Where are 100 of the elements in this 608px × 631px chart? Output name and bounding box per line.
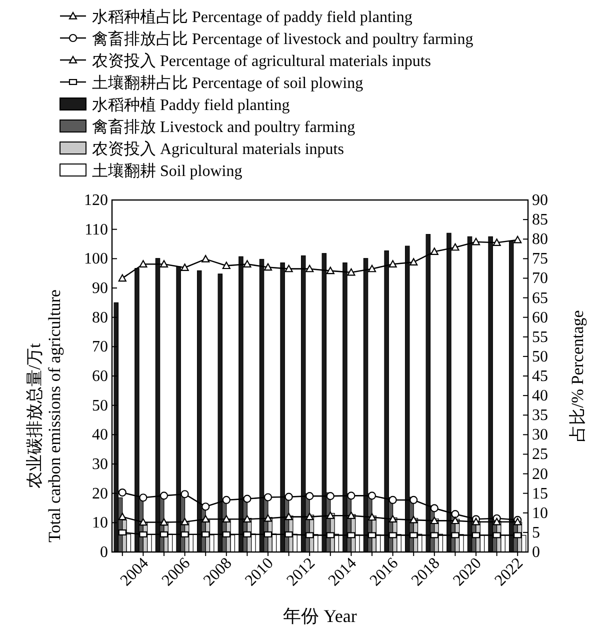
y-tick-label: 90 xyxy=(92,280,108,297)
y2-tick-label: 55 xyxy=(532,328,548,346)
y-tick-label: 60 xyxy=(92,368,108,385)
y-tick-label: 10 xyxy=(92,514,108,532)
point xyxy=(243,494,252,503)
point xyxy=(451,510,460,518)
point xyxy=(306,492,314,500)
point xyxy=(326,532,334,538)
y2-tick-label: 20 xyxy=(532,466,548,483)
y-axis-title: 农业碳排放总量/万t Total carbon emissions of agriculture xyxy=(25,290,64,542)
legend-label: 农资投入 Agricultural materials inputs xyxy=(92,140,344,158)
y2-tick-label: 10 xyxy=(532,504,548,522)
point xyxy=(243,260,252,268)
point xyxy=(430,248,438,255)
point xyxy=(368,513,376,521)
point xyxy=(410,532,418,538)
y2-tick-label: 80 xyxy=(532,231,548,248)
point xyxy=(284,264,293,272)
point xyxy=(180,531,189,538)
y2-tick-label: 45 xyxy=(532,368,548,385)
point xyxy=(306,512,314,520)
y-tick-label: 50 xyxy=(92,397,108,414)
point xyxy=(139,494,148,502)
y2-tick-label: 70 xyxy=(532,270,548,288)
y2-tick-label: 60 xyxy=(532,309,548,326)
x-axis-title: 年份 Year xyxy=(283,606,357,626)
legend-label: 土壤翻耕 Soil plowing xyxy=(92,162,242,180)
point xyxy=(430,532,438,538)
point xyxy=(410,496,418,504)
point xyxy=(243,531,252,538)
point xyxy=(514,532,522,538)
point xyxy=(180,264,189,272)
point xyxy=(451,243,460,251)
point xyxy=(160,492,168,500)
legend-label: 土壤翻耕占比 Percentage of soil plowing xyxy=(92,74,364,92)
y-tick-label: 70 xyxy=(92,338,108,356)
point xyxy=(388,532,397,538)
point xyxy=(180,490,189,498)
legend-label: 水稻种植 Paddy field planting xyxy=(92,96,290,114)
point xyxy=(368,264,376,272)
point xyxy=(347,492,356,500)
point xyxy=(118,488,126,497)
point xyxy=(451,532,460,538)
y-tick-label: 0 xyxy=(100,544,108,561)
legend-label: 禽畜排放 Livestock and poultry farming xyxy=(92,118,356,136)
y-tick-label: 110 xyxy=(84,221,108,238)
point xyxy=(118,512,126,520)
y2-tick-label: 85 xyxy=(532,212,548,229)
y2-tick-label: 65 xyxy=(532,290,548,307)
point xyxy=(118,529,126,536)
y-tick-label: 80 xyxy=(92,309,108,326)
legend-label: 禽畜排放占比 Percentage of livestock and poultry farming xyxy=(92,30,474,48)
point xyxy=(306,264,314,272)
y2-tick-label: 75 xyxy=(532,250,548,268)
point xyxy=(472,532,480,538)
point xyxy=(180,518,189,526)
point xyxy=(326,266,334,274)
point xyxy=(202,515,210,522)
point xyxy=(388,260,397,268)
point xyxy=(284,512,293,520)
point xyxy=(492,518,501,526)
y-tick-label: 40 xyxy=(92,426,108,444)
y2-tick-label: 90 xyxy=(532,192,548,209)
point xyxy=(388,496,397,504)
point xyxy=(388,515,397,522)
point xyxy=(202,531,210,538)
point xyxy=(160,531,168,538)
point xyxy=(306,532,314,538)
point xyxy=(368,532,376,538)
point xyxy=(326,512,334,519)
point xyxy=(139,531,148,538)
point xyxy=(160,518,168,526)
y2-tick-label: 25 xyxy=(532,446,548,464)
point xyxy=(264,531,272,538)
y2-tick-label: 15 xyxy=(532,485,548,502)
y-tick-label: 20 xyxy=(92,485,108,502)
y2-tick-label: 40 xyxy=(532,388,548,405)
point xyxy=(139,260,148,268)
point xyxy=(492,238,501,246)
point xyxy=(222,496,230,504)
y-tick-label: 30 xyxy=(92,456,108,473)
legend-label: 水稻种植占比 Percentage of paddy field planting xyxy=(92,8,412,26)
point xyxy=(514,236,522,244)
y2-tick-label: 50 xyxy=(532,348,548,366)
point xyxy=(118,274,126,282)
point xyxy=(430,504,438,512)
point xyxy=(472,518,480,526)
point xyxy=(410,516,418,524)
y-tick-label: 120 xyxy=(84,192,108,209)
point xyxy=(202,255,210,262)
point xyxy=(202,502,210,511)
point xyxy=(472,238,480,246)
point xyxy=(264,493,272,502)
point xyxy=(160,260,168,268)
point xyxy=(264,263,272,271)
point xyxy=(222,262,230,270)
point xyxy=(347,532,356,538)
point xyxy=(347,512,356,519)
point xyxy=(222,531,230,538)
legend-label: 农资投入 Percentage of agricultural materials inputs xyxy=(92,52,432,70)
